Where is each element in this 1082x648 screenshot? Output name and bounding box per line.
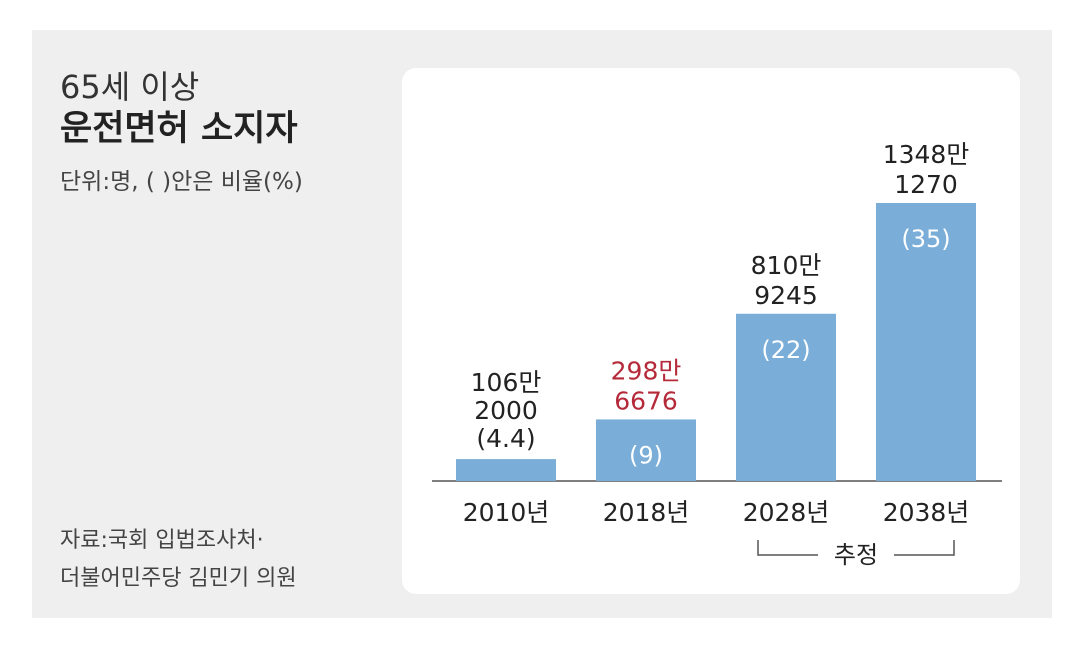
bar-ratio-label: (22) [761,336,810,364]
estimate-label: 추정 [834,541,878,569]
bar [456,459,556,481]
bar-value-label: 2000 [474,396,538,425]
bar-value-label: 9245 [754,281,818,310]
chart-title-line2: 운전면허 소지자 [60,109,298,149]
estimate-bracket-right [894,540,955,556]
bar-value-label: 1270 [894,170,958,199]
x-tick-label: 2038년 [883,498,970,527]
bar-value-label: 106만 [471,368,542,397]
bar [876,203,976,481]
unit-note: 단위:명, ( )안은 비율(%) [60,169,303,195]
estimate-bracket-left [757,540,818,556]
source-line1: 자료:국회 입법조사처· [60,528,264,553]
x-tick-label: 2010년 [463,498,550,527]
bar-value-label: 298만 [611,356,682,385]
source-line2: 더불어민주당 김민기 의원 [60,566,297,591]
source-note: 자료:국회 입법조사처· 더불어민주당 김민기 의원 [60,522,297,598]
bar-value-label: 810만 [751,251,822,280]
bar-ratio-label: (35) [901,225,950,253]
x-tick-label: 2028년 [743,498,830,527]
bar-ratio-label: (4.4) [476,424,535,453]
bar-value-label: 6676 [614,386,678,415]
x-tick-label: 2018년 [603,498,690,527]
plot-panel: (4.4) 106만 2000 2010년 (9) 298만 6676 2018년 (22) 81… [402,68,1020,594]
bar [736,313,836,481]
bar-value-label: 1348만 [883,140,970,169]
chart-title-line1: 65세 이상 [60,68,200,106]
bar [596,419,696,481]
bar-ratio-label: (9) [629,441,663,469]
title-block: 65세 이상 운전면허 소지자 단위:명, ( )안은 비율(%) [60,68,303,196]
chart-card: 65세 이상 운전면허 소지자 단위:명, ( )안은 비율(%) 자료:국회 … [32,30,1052,618]
